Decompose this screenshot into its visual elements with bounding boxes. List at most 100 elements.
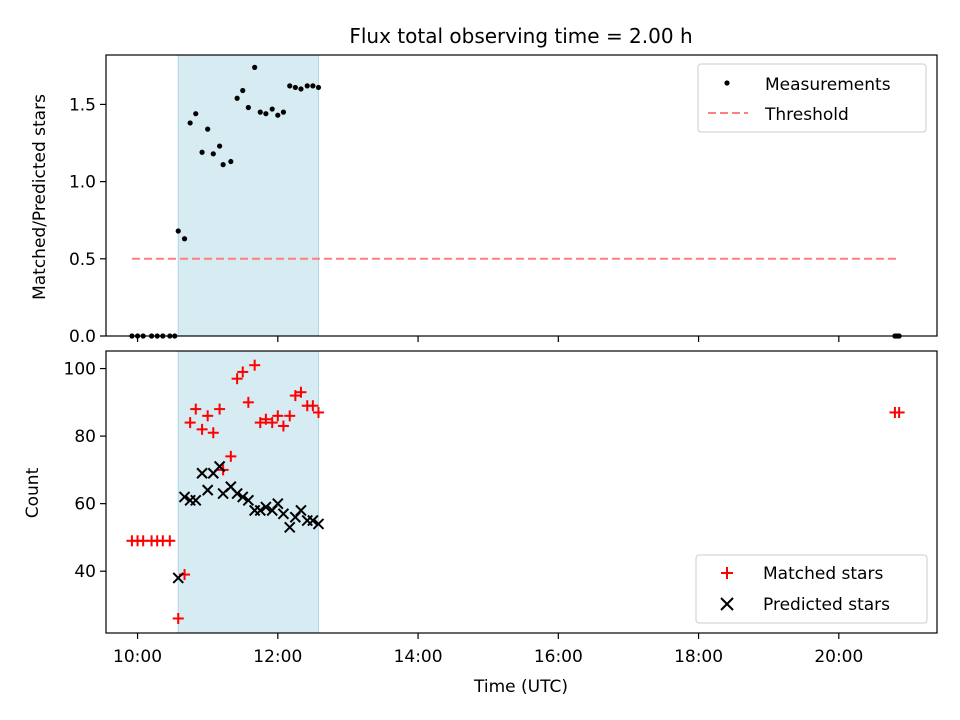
predicted-star-point [172, 572, 184, 584]
matched-star-point [249, 359, 261, 371]
measurement-point [217, 143, 223, 149]
matched-star-point [266, 417, 278, 429]
matched-star-point [184, 417, 196, 429]
predicted-star-point [307, 514, 319, 527]
measurement-points [129, 64, 902, 339]
measurement-point [193, 111, 199, 117]
predicted-star-point [242, 494, 255, 506]
predicted-star-point [196, 467, 208, 479]
matched-star-point [237, 366, 249, 378]
bottom-legend-frame [695, 554, 928, 624]
measurement-point [210, 151, 216, 157]
x-tick-label: 20:00 [814, 647, 863, 667]
measurement-point [263, 111, 269, 117]
predicted-star-point [237, 491, 249, 503]
predicted-star-point [312, 518, 325, 530]
predicted-star-point [295, 504, 307, 517]
predicted-star-point [178, 491, 191, 503]
legend-measurements-label: Measurements [765, 75, 891, 95]
predicted-star-point [272, 497, 284, 510]
bottom-y-tick-label: 60 [74, 495, 96, 515]
matched-star-point [893, 406, 905, 418]
matched-star-point [307, 400, 319, 412]
matched-star-point [214, 403, 226, 415]
bottom-y-tick-label: 80 [74, 427, 96, 447]
legend-predicted-label: Predicted stars [763, 595, 890, 615]
predicted-star-point [213, 460, 226, 473]
x-tick-label: 18:00 [674, 647, 723, 667]
matched-star-point [207, 427, 219, 439]
matched-star-point [202, 410, 214, 422]
predicted-star-point [201, 484, 214, 496]
matched-star-point [254, 417, 266, 429]
top-legend-frame [697, 63, 927, 133]
matched-star-point [289, 390, 301, 402]
measurement-point [205, 126, 211, 132]
predicted-star-point [277, 508, 290, 520]
matched-star-point [172, 612, 184, 624]
top-y-ticks: 0.0 0.5 1.0 1.5 [69, 95, 106, 347]
bottom-y-tick-label: 100 [64, 360, 96, 380]
measurement-point [269, 106, 275, 112]
chart-title: Flux total observing time = 2.00 h [349, 24, 692, 48]
matched-star-point [312, 406, 324, 418]
matched-star-point [260, 413, 272, 425]
measurement-point [220, 162, 226, 168]
bottom-y-tick-label: 40 [74, 562, 96, 582]
measurement-point [257, 109, 263, 115]
matched-star-point [284, 410, 296, 422]
measurement-point [181, 236, 188, 242]
measurement-point [287, 83, 293, 89]
matched-star-point [277, 420, 289, 432]
legend-measurement-marker [724, 80, 730, 86]
measurement-point [304, 83, 310, 89]
measurement-point [175, 228, 181, 234]
predicted-star-point [254, 504, 266, 517]
top-panel: 0.0 0.5 1.0 1.5 Matched/Predicted stars Mea… [30, 54, 938, 347]
matched-star-point [164, 535, 176, 547]
x-tick-label: 10:00 [113, 647, 162, 667]
x-tick-label: 16:00 [534, 647, 583, 667]
measurement-point [280, 109, 287, 115]
bottom-legend: Matched stars Predicted stars [695, 554, 928, 624]
bottom-axes-frame [105, 350, 938, 634]
bottom-shaded-interval [177, 350, 319, 634]
x-tick-label: 14:00 [394, 647, 443, 667]
top-legend: Measurements Threshold [697, 63, 927, 133]
matched-stars-points [126, 359, 905, 624]
x-axis-label: Time (UTC) [473, 677, 568, 697]
matched-star-point [242, 396, 254, 408]
measurement-point [234, 95, 240, 101]
measurement-point [252, 64, 258, 70]
bottom-panel: 40 60 80 100 10:00 12:00 14:00 16:00 18:00 20:00… [23, 350, 938, 697]
measurement-point [292, 84, 298, 91]
top-shaded-interval [177, 54, 319, 337]
legend-matched-marker [721, 567, 733, 579]
top-y-axis-label: Matched/Predicted stars [30, 94, 50, 300]
top-y-tick-label: 1.0 [69, 173, 96, 193]
predicted-star-point [284, 521, 296, 533]
matched-star-point [272, 410, 284, 422]
matched-star-point [225, 450, 237, 462]
measurement-point [187, 120, 193, 126]
top-x-ticks [136, 336, 840, 342]
legend-matched-label: Matched stars [763, 564, 883, 584]
top-y-tick-label: 0.5 [69, 250, 96, 270]
predicted-star-point [190, 494, 202, 506]
predicted-star-point [231, 487, 243, 500]
top-y-tick-label: 1.5 [69, 95, 96, 115]
measurement-point [245, 104, 251, 111]
x-tick-label: 12:00 [253, 647, 302, 667]
bottom-y-axis-label: Count [23, 467, 43, 518]
legend-threshold-label: Threshold [764, 105, 849, 125]
measurement-point [228, 158, 234, 165]
bottom-y-ticks: 40 60 80 100 [64, 360, 106, 582]
bottom-x-ticks: 10:00 12:00 14:00 16:00 18:00 20:00 [113, 633, 863, 667]
predicted-stars-points [172, 460, 325, 584]
top-y-tick-label: 0.0 [69, 327, 96, 347]
matched-star-point [190, 403, 202, 415]
measurement-point [310, 83, 316, 89]
measurement-point [199, 149, 205, 155]
measurement-point [315, 84, 322, 91]
